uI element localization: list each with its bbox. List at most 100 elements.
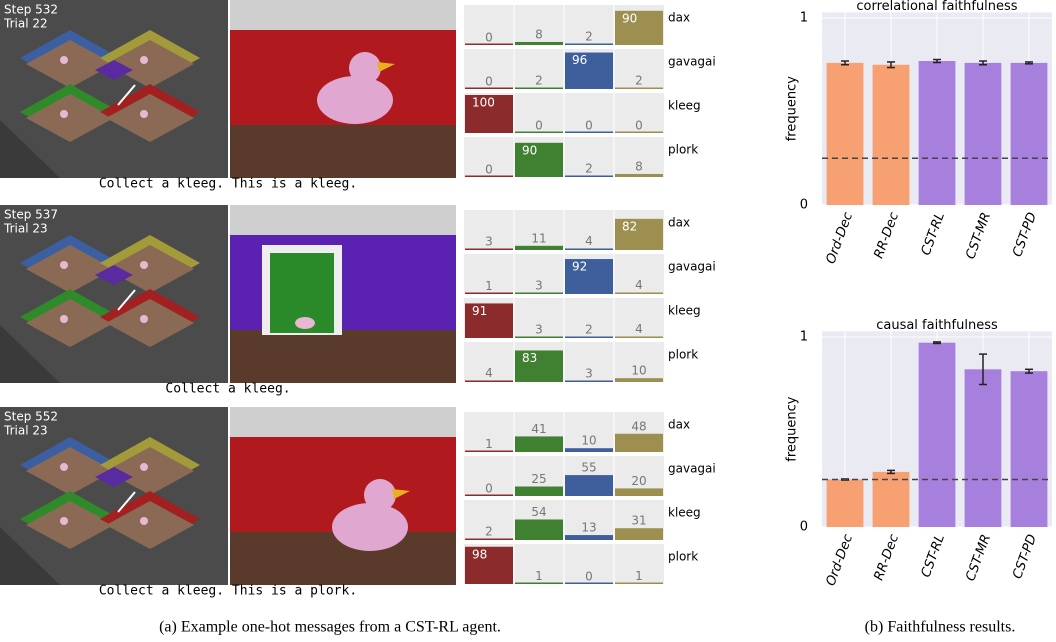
message-value: 3	[485, 234, 493, 248]
message-word: kleeg	[668, 506, 701, 520]
error-bar	[1025, 61, 1033, 65]
y-tick-label: 1	[800, 11, 808, 26]
chart-title: causal faithfulness	[876, 318, 998, 333]
message-value: 0	[535, 119, 543, 133]
corridor	[95, 265, 133, 285]
bar	[826, 62, 864, 206]
caption-b: (b) Faithfulness results.	[865, 619, 1016, 636]
x-tick-label: CST-PD	[1010, 532, 1040, 581]
x-tick-label: CST-MR	[963, 210, 994, 261]
message-value: 8	[635, 159, 643, 173]
room-floor	[26, 501, 114, 549]
instruction: Collect a kleeg. This is a plork.	[99, 584, 357, 599]
bar	[872, 64, 910, 205]
message-word: gavagai	[668, 260, 716, 274]
message-bar	[515, 142, 563, 177]
error-bar	[933, 341, 941, 345]
maze-image	[0, 205, 228, 383]
message-value: 4	[585, 234, 593, 248]
message-word: plork	[668, 550, 698, 564]
duck	[317, 76, 393, 124]
x-tick-label: CST-RL	[919, 532, 948, 579]
x-tick-label: Ord-Dec	[824, 210, 856, 266]
message-value: 8	[535, 27, 543, 41]
object	[140, 56, 148, 64]
object	[140, 110, 148, 118]
chart-title: correlational faithfulness	[856, 0, 1017, 14]
message-word: kleeg	[668, 304, 701, 318]
bar	[918, 61, 956, 206]
message-value: 2	[485, 525, 493, 539]
message-bar	[515, 486, 563, 496]
message-value: 2	[585, 323, 593, 337]
message-value: 1	[485, 437, 493, 451]
room-floor	[26, 447, 114, 495]
message-bar	[565, 448, 613, 452]
message-bar	[615, 173, 663, 177]
object	[60, 315, 68, 323]
room-floor	[26, 245, 114, 293]
path-arrow	[117, 84, 136, 106]
duck-beak	[392, 489, 410, 499]
message-value: 92	[572, 260, 587, 274]
shape	[0, 527, 60, 585]
message-value: 31	[631, 514, 646, 528]
message-value: 41	[531, 422, 546, 436]
message-bar	[515, 41, 563, 45]
message-bar	[465, 380, 513, 382]
y-tick-label: 0	[800, 520, 808, 535]
corridor	[95, 467, 133, 487]
duck-beak	[377, 62, 395, 72]
step-label: Step 537	[4, 208, 58, 222]
message-word: kleeg	[668, 99, 701, 113]
message-value: 3	[535, 322, 543, 336]
room-floor	[106, 501, 194, 549]
message-value: 0	[585, 570, 593, 584]
room-floor	[26, 40, 114, 88]
duck-head	[364, 479, 396, 511]
message-value: 2	[585, 162, 593, 176]
instruction: Collect a kleeg. This is a kleeg.	[99, 177, 357, 192]
message-value: 2	[535, 74, 543, 88]
message-value: 4	[635, 278, 643, 292]
bar	[918, 342, 956, 527]
message-bar	[615, 336, 663, 338]
message-word: plork	[668, 143, 698, 157]
message-bar	[565, 176, 613, 177]
message-value: 3	[585, 366, 593, 380]
message-bar	[515, 350, 563, 382]
room-floor	[106, 447, 194, 495]
object	[60, 261, 68, 269]
y-tick-label: 1	[800, 330, 808, 345]
message-bar	[615, 378, 663, 382]
message-value: 10	[581, 434, 596, 448]
y-tick-label: 0	[800, 198, 808, 213]
message-bar	[615, 218, 663, 250]
x-tick-label: Ord-Dec	[824, 532, 856, 588]
duck	[332, 503, 408, 551]
duck-head	[349, 52, 381, 84]
caption-a: (a) Example one-hot messages from a CST-…	[159, 619, 501, 636]
message-bar	[465, 303, 513, 338]
message-bar	[565, 44, 613, 45]
message-bar	[515, 519, 563, 540]
message-value: 82	[622, 219, 637, 233]
message-value: 4	[485, 366, 493, 380]
view-floor	[230, 532, 456, 585]
message-bar	[465, 95, 513, 133]
bar	[964, 62, 1002, 206]
error-bar	[979, 353, 987, 386]
shape	[0, 120, 60, 178]
message-value: 91	[472, 304, 487, 318]
message-value: 54	[531, 505, 546, 519]
message-bar	[515, 436, 563, 452]
object	[140, 315, 148, 323]
message-value: 83	[522, 351, 537, 365]
message-value: 90	[522, 143, 537, 157]
message-bar	[515, 88, 563, 89]
x-tick-label: RR-Dec	[872, 532, 902, 582]
view-floor	[230, 125, 456, 178]
message-word: dax	[668, 11, 690, 25]
message-value: 10	[631, 364, 646, 378]
